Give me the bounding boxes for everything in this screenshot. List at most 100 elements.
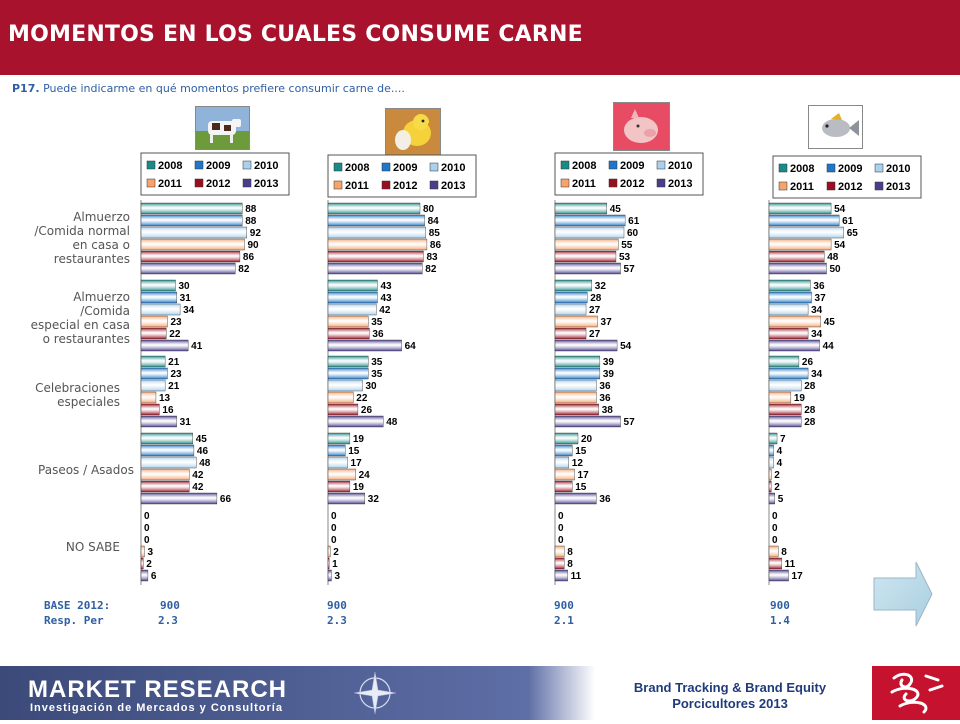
data-label-2011-g3: 2	[774, 470, 780, 481]
bar-2011-g1	[554, 315, 598, 328]
legend-swatch-2010	[874, 163, 884, 173]
category-label-almuerzo-especial: Almuerzo /Comida especial en casa o rest…	[30, 290, 130, 346]
question-number: P17.	[12, 82, 40, 95]
data-label-2008-g1: 36	[813, 281, 825, 292]
legend-label-2008: 2008	[158, 160, 182, 172]
bar-2011-g4	[554, 545, 565, 558]
data-label-2008-g3: 45	[196, 434, 208, 445]
data-label-2012-g2: 26	[361, 405, 373, 416]
bar-2010-g2	[327, 379, 363, 392]
legend-swatch-2012	[826, 181, 836, 191]
legend-label-2008: 2008	[790, 163, 814, 175]
data-label-2009-g1: 28	[590, 293, 602, 304]
data-label-2009-g0: 61	[628, 216, 640, 227]
data-label-2008-g3: 20	[581, 434, 593, 445]
legend-swatch-2013	[242, 178, 252, 188]
bar-2013-g4	[554, 569, 568, 582]
footer: MARKET RESEARCH Investigación de Mercado…	[0, 666, 960, 720]
bar-2008-g2	[768, 355, 800, 368]
legend-swatch-2010	[656, 160, 666, 170]
bar-2008-g1	[327, 279, 378, 292]
data-label-2012-g3: 19	[353, 482, 365, 493]
bar-2012-g4	[140, 557, 144, 570]
data-label-2013-g4: 6	[151, 571, 157, 582]
legend-swatch-2008	[333, 162, 343, 172]
legend-label-2013: 2013	[254, 178, 278, 190]
data-label-2010-g2: 28	[804, 381, 816, 392]
data-label-2011-g1: 37	[601, 317, 613, 328]
data-label-2008-g1: 43	[380, 281, 392, 292]
bar-2013-g0	[140, 262, 236, 275]
data-label-2008-g1: 30	[179, 281, 191, 292]
data-label-2008-g2: 26	[802, 357, 814, 368]
legend-swatch-2013	[874, 181, 884, 191]
fish-photo-icon	[808, 105, 863, 149]
data-label-2010-g4: 0	[772, 535, 778, 546]
bar-2012-g3	[140, 480, 190, 493]
bar-2011-g2	[140, 391, 157, 404]
data-label-2008-g1: 32	[595, 281, 607, 292]
bar-2012-g0	[140, 250, 241, 263]
data-label-2008-g4: 0	[558, 511, 564, 522]
data-label-2009-g2: 34	[811, 369, 823, 380]
data-label-2011-g4: 8	[781, 547, 787, 558]
data-label-2012-g2: 38	[602, 405, 614, 416]
bar-2008-g3	[327, 432, 351, 445]
data-label-2012-g3: 2	[774, 482, 780, 493]
bar-2010-g0	[327, 226, 426, 239]
data-label-2012-g1: 36	[372, 329, 384, 340]
bar-2009-g0	[554, 214, 626, 227]
data-label-2012-g4: 11	[785, 559, 796, 570]
data-label-2010-g2: 36	[599, 381, 611, 392]
category-label-no-sabe: NO SABE	[65, 540, 120, 554]
data-label-2013-g0: 57	[624, 264, 636, 275]
bar-2011-g2	[327, 391, 354, 404]
data-label-2012-g1: 22	[169, 329, 181, 340]
next-arrow-icon[interactable]	[872, 560, 934, 628]
bar-2011-g3	[554, 468, 575, 481]
bar-2012-g2	[768, 403, 802, 416]
legend-label-2013: 2013	[668, 178, 692, 190]
data-label-2009-g3: 15	[575, 446, 587, 457]
bar-2008-g3	[768, 432, 778, 445]
bar-2013-g3	[327, 492, 365, 505]
chick-egg-photo-icon	[385, 108, 441, 157]
legend-label-2011: 2011	[572, 178, 596, 190]
bar-2013-g3	[140, 492, 218, 505]
data-label-2009-g4: 0	[331, 523, 337, 534]
data-label-2008-g4: 0	[772, 511, 778, 522]
data-label-2009-g0: 84	[428, 216, 440, 227]
category-label-paseos: Paseos / Asados	[38, 463, 134, 477]
bar-2012-g0	[327, 250, 424, 263]
data-label-2010-g4: 0	[331, 535, 337, 546]
legend-label-2009: 2009	[206, 160, 230, 172]
data-label-2011-g2: 13	[159, 393, 171, 404]
legend-swatch-2009	[381, 162, 391, 172]
bar-2013-g0	[327, 262, 423, 275]
bar-2013-g4	[768, 569, 789, 582]
legend-label-2012: 2012	[838, 181, 862, 193]
data-label-2011-g4: 3	[147, 547, 153, 558]
base-value-fish: 900 1.4	[770, 599, 790, 627]
bar-2013-g0	[554, 262, 621, 275]
data-label-2009-g2: 23	[170, 369, 182, 380]
bar-2011-g0	[554, 238, 619, 251]
legend-label-2013: 2013	[441, 180, 465, 192]
data-label-2008-g4: 0	[144, 511, 150, 522]
legend-label-2012: 2012	[620, 178, 644, 190]
data-label-2013-g1: 54	[620, 341, 632, 352]
data-label-2011-g0: 54	[834, 240, 846, 251]
header-bar: MOMENTOS EN LOS CUALES CONSUME CARNE	[0, 0, 960, 75]
company-subtitle: Investigación de Mercados y Consultoría	[30, 702, 283, 714]
data-label-2012-g4: 1	[332, 559, 338, 570]
bar-2009-g0	[768, 214, 840, 227]
bar-2008-g0	[140, 202, 243, 215]
legend-box	[772, 155, 922, 199]
bar-2013-g1	[327, 339, 402, 352]
bar-2010-g2	[554, 379, 597, 392]
data-label-2008-g4: 0	[331, 511, 337, 522]
data-label-2010-g3: 12	[572, 458, 584, 469]
legend-label-2008: 2008	[572, 160, 596, 172]
bar-2010-g1	[327, 303, 377, 316]
bar-2009-g2	[554, 367, 601, 380]
